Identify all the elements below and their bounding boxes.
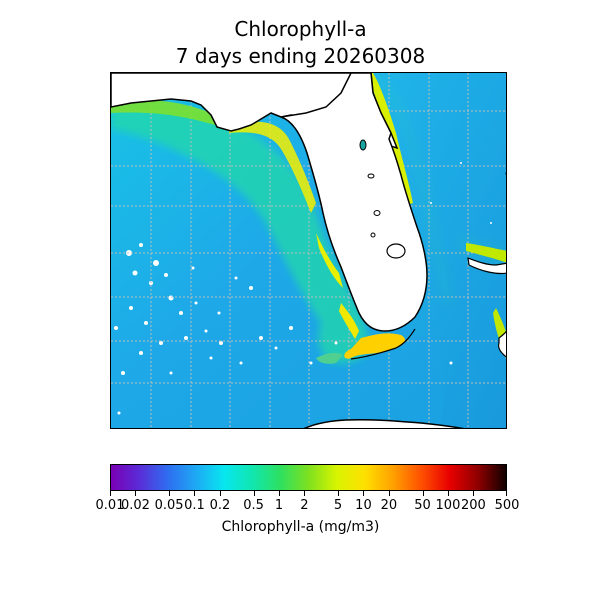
colorbar-tick — [253, 491, 255, 496]
colorbar-tick-label: 0.05 — [154, 498, 184, 513]
map-subtitle: 7 days ending 20260308 — [175, 44, 426, 68]
land-north — [111, 73, 399, 150]
map-canvas — [111, 73, 506, 428]
cuba-coast — [303, 418, 465, 428]
florida-peninsula — [280, 73, 428, 332]
bahamas-island — [467, 257, 506, 275]
colorbar-tick — [219, 491, 221, 496]
colorbar-tick-label: 0.1 — [184, 498, 205, 513]
colorbar-tick-label: 100 — [435, 498, 461, 513]
colorbar-tick — [194, 491, 196, 496]
colorbar-tick — [338, 491, 340, 496]
bahamas-island — [505, 172, 506, 176]
inland-lake — [359, 139, 367, 151]
florida-keys — [350, 328, 416, 360]
colorbar-tick — [278, 491, 280, 496]
colorbar-tick — [363, 491, 365, 496]
colorbar-tick-label: 200 — [460, 498, 486, 513]
colorbar-tick — [473, 491, 475, 496]
graticule — [111, 73, 506, 428]
colorbar-tick-label: 20 — [380, 498, 398, 513]
colorbar-tick-label: 10 — [355, 498, 372, 513]
colorbar-tick — [506, 491, 507, 496]
colorbar-tick — [135, 491, 137, 496]
colorbar-tick — [388, 491, 390, 496]
colorbar-tick-label: 0.2 — [209, 498, 231, 513]
colorbar-tick-label: 500 — [494, 498, 520, 513]
bahamas-island — [498, 330, 506, 358]
colorbar-tick — [169, 491, 171, 496]
inland-lake — [373, 210, 381, 216]
colorbar-tick-label: 2 — [300, 498, 309, 513]
colorbar-tick-label: 0.01 — [95, 498, 125, 513]
colorbar-tick-label: 5 — [333, 498, 343, 513]
colorbar-tick-label: 0.5 — [243, 498, 264, 513]
colorbar — [110, 464, 507, 491]
map-title: Chlorophyll-a — [234, 17, 367, 41]
lake-okeechobee — [386, 243, 406, 259]
chlorophyll-map — [110, 72, 507, 429]
colorbar-tick — [110, 491, 111, 496]
colorbar-tick — [304, 491, 306, 496]
colorbar-tick — [422, 491, 424, 496]
colorbar-label: Chlorophyll-a (mg/m3) — [221, 519, 380, 535]
colorbar-tick-label: 1 — [274, 498, 284, 513]
inland-lake — [367, 173, 375, 179]
colorbar-tick-label: 0.02 — [120, 498, 150, 513]
colorbar-tick — [447, 491, 449, 496]
colorbar-tick-label: 50 — [414, 498, 431, 513]
inland-lake — [370, 232, 376, 238]
